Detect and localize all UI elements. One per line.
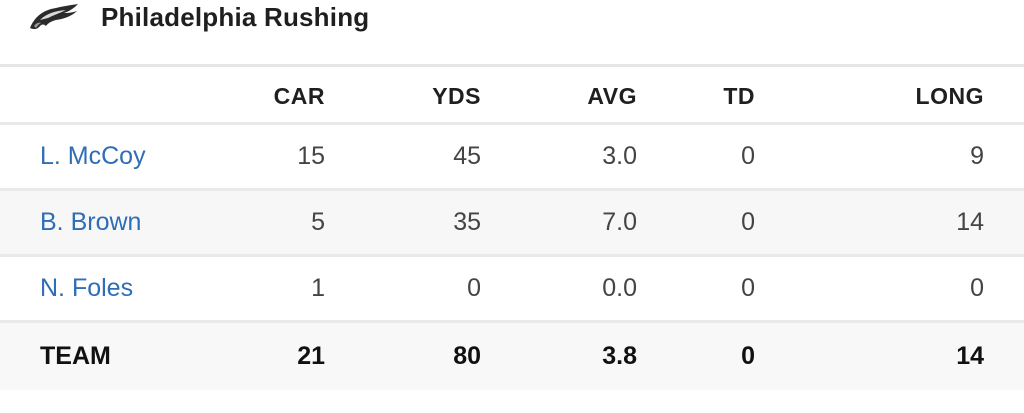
cell-long: 9	[970, 142, 984, 170]
rushing-stats-table: CAR YDS AVG TD LONG L. McCoy 15 45 3.0 0…	[0, 64, 1024, 390]
total-avg: 3.8	[602, 342, 637, 370]
cell-long: 0	[970, 274, 984, 302]
total-td: 0	[741, 342, 755, 370]
cell-td: 0	[741, 274, 755, 302]
cell-yds: 45	[453, 142, 481, 170]
table-row: B. Brown 5 35 7.0 0 14	[0, 191, 1024, 257]
cell-avg: 3.0	[602, 142, 637, 170]
player-link[interactable]: N. Foles	[40, 274, 134, 302]
cell-car: 1	[311, 274, 325, 302]
cell-avg: 7.0	[602, 208, 637, 236]
table-row: N. Foles 1 0 0.0 0 0	[0, 257, 1024, 323]
total-yds: 80	[453, 342, 481, 370]
column-header-long: LONG	[915, 83, 984, 109]
team-total-row: TEAM 21 80 3.8 0 14	[0, 323, 1024, 390]
column-header-yds: YDS	[432, 83, 481, 109]
cell-car: 15	[297, 142, 325, 170]
section-header: Philadelphia Rushing	[0, 0, 1024, 66]
cell-yds: 35	[453, 208, 481, 236]
cell-td: 0	[741, 208, 755, 236]
column-header-td: TD	[723, 83, 755, 109]
player-link[interactable]: B. Brown	[40, 208, 142, 236]
column-header-avg: AVG	[587, 83, 637, 109]
cell-long: 14	[956, 208, 984, 236]
cell-car: 5	[311, 208, 325, 236]
cell-td: 0	[741, 142, 755, 170]
total-long: 14	[956, 342, 984, 370]
eagles-logo-icon	[28, 2, 80, 32]
player-link[interactable]: L. McCoy	[40, 142, 146, 170]
table-header-row: CAR YDS AVG TD LONG	[0, 67, 1024, 125]
page-title: Philadelphia Rushing	[101, 2, 370, 32]
total-car: 21	[297, 342, 325, 370]
column-header-car: CAR	[273, 83, 325, 109]
cell-avg: 0.0	[602, 274, 637, 302]
cell-yds: 0	[467, 274, 481, 302]
table-row: L. McCoy 15 45 3.0 0 9	[0, 125, 1024, 191]
team-label: TEAM	[40, 342, 111, 370]
